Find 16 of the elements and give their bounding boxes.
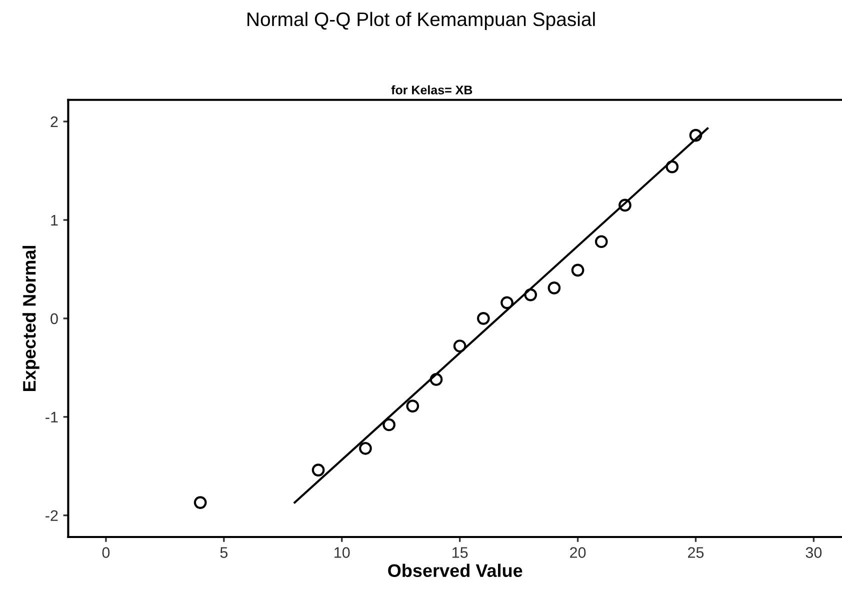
- x-axis-title: Observed Value: [388, 564, 522, 578]
- y-tick-label: -2: [46, 510, 58, 521]
- x-tick-label: 30: [806, 547, 822, 558]
- y-axis-title: Expected Normal: [22, 246, 40, 391]
- y-tick-label: 0: [50, 313, 58, 324]
- x-tick-label: 20: [570, 547, 586, 558]
- x-tick-label: 5: [220, 547, 228, 558]
- x-tick-label: 0: [102, 547, 110, 558]
- x-tick-label: 10: [334, 547, 350, 558]
- x-tick-label: 25: [688, 547, 704, 558]
- chart-subtitle: for Kelas= XB: [391, 85, 472, 94]
- y-tick-label: 2: [50, 116, 58, 128]
- y-tick-label: -1: [46, 412, 58, 422]
- x-tick-label: 15: [452, 547, 468, 558]
- chart-title: Normal Q-Q Plot of Kemampuan Spasial: [248, 12, 595, 30]
- y-tick-label: 1: [51, 215, 58, 226]
